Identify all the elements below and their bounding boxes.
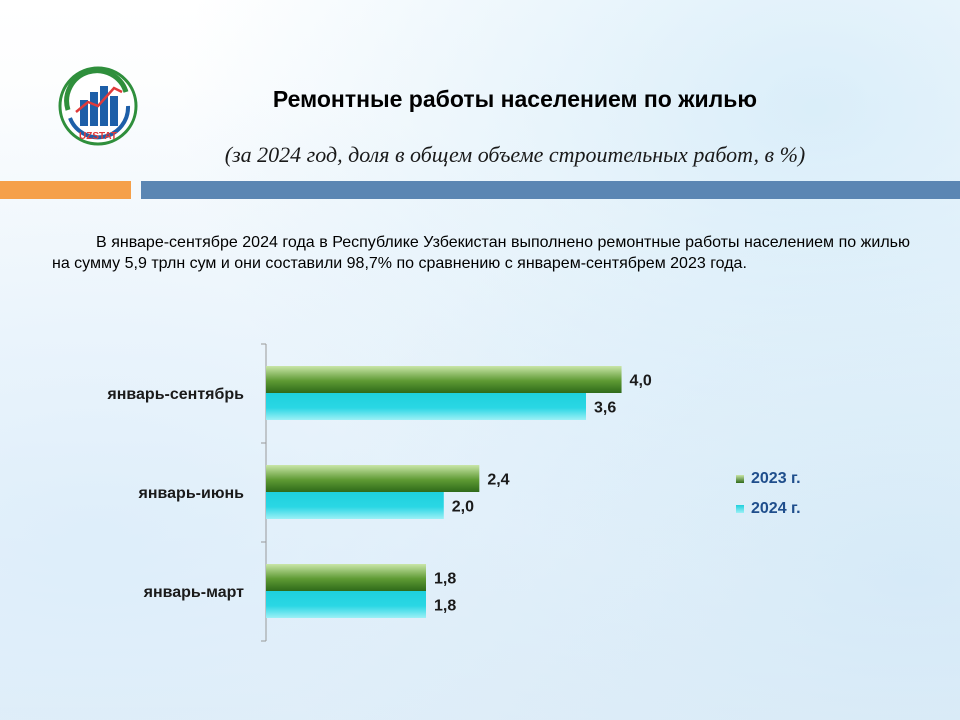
data-label: 1,8 xyxy=(434,598,456,615)
bar-2024 xyxy=(266,492,444,519)
chart-legend: 2023 г. 2024 г. xyxy=(736,464,801,524)
legend-label-2024: 2024 г. xyxy=(751,500,801,517)
category-label: январь-июнь xyxy=(138,485,245,502)
data-label: 3,6 xyxy=(594,400,616,417)
bar-2023 xyxy=(266,366,622,393)
category-label: январь-сентябрь xyxy=(106,386,244,403)
data-label: 4,0 xyxy=(630,373,652,390)
category-label: январь-март xyxy=(143,584,245,601)
accent-bar-blue xyxy=(141,181,960,199)
legend-label-2023: 2023 г. xyxy=(751,470,801,487)
summary-paragraph: В январе-сентябре 2024 года в Республике… xyxy=(52,234,910,272)
accent-bar-orange xyxy=(0,181,131,199)
legend-swatch-2024 xyxy=(736,505,744,513)
page-title: Ремонтные работы населением по жилью xyxy=(272,86,758,112)
logo-text: UZSTAT xyxy=(79,131,117,142)
bar-2023 xyxy=(266,465,480,492)
legend-item-2023: 2023 г. xyxy=(736,464,801,494)
bar-2024 xyxy=(266,591,426,618)
data-label: 2,0 xyxy=(452,499,474,516)
data-label: 1,8 xyxy=(434,571,456,588)
page-subtitle: (за 2024 год, доля в общем объеме строит… xyxy=(224,142,806,167)
legend-swatch-2023 xyxy=(736,475,744,483)
bar-2024 xyxy=(266,393,586,420)
bar-2023 xyxy=(266,564,426,591)
legend-item-2024: 2024 г. xyxy=(736,494,801,524)
data-label: 2,4 xyxy=(487,472,509,489)
uzstat-logo: UZSTAT xyxy=(58,66,138,146)
